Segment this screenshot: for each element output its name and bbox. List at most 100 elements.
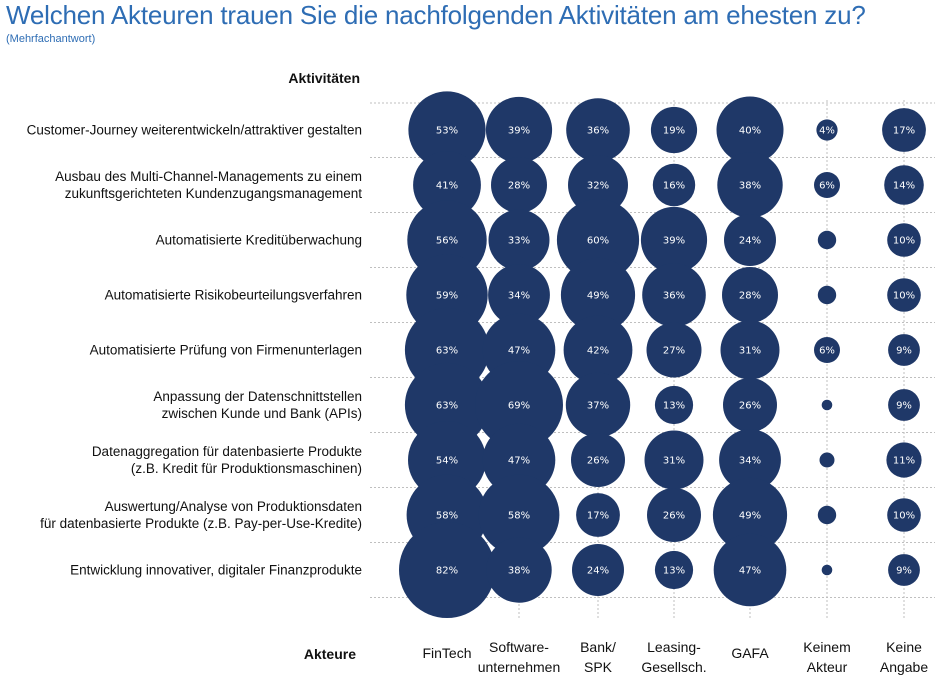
bubble-label: 34% [739,456,761,467]
bubble-label: 13% [663,566,685,577]
bubble-label: 60% [587,236,609,247]
bubble [816,119,838,141]
column-label: Keine Angabe [879,639,929,675]
bubble [719,429,781,491]
bubble [560,257,636,333]
bubble-label: 36% [587,126,609,137]
bubble [817,230,837,250]
bubble [887,498,921,532]
bubble-label: 38% [508,566,530,577]
bubble [413,151,481,219]
bubble-label: 63% [436,401,458,412]
bubble-label: 58% [436,511,458,522]
bubble-label: 54% [436,456,458,467]
bubble [486,537,552,603]
row-label: Automatisierte Risikobeurteilungsverfahr… [104,287,362,303]
bubble-label: 47% [508,456,530,467]
bubble [566,98,630,162]
bubble [642,263,706,327]
bubble [713,533,787,607]
bubble [556,198,640,282]
bubble-label: 11% [893,456,915,467]
column-label: Bank/ SPK [580,639,616,675]
bubble [882,108,926,152]
bubble [723,378,777,432]
row-label: Anpassung der Datenschnittstellen zwisch… [153,389,362,421]
bubble-label: 13% [663,401,685,412]
bubble [488,209,550,271]
bubble-label: 28% [508,181,530,192]
bubble-label: 26% [587,456,609,467]
bubble-label: 34% [508,291,530,302]
chart-subtitle: (Mehrfachantwort) [6,33,96,45]
bubble [408,91,486,169]
bubble [644,430,704,490]
bubble-label: 10% [893,291,915,302]
bubble-label: 39% [663,236,685,247]
column-label: GAFA [731,645,769,661]
column-label: Keinem Akteur [803,639,851,675]
bubble-label: 26% [663,511,685,522]
chart-title: Welchen Akteuren trauen Sie die nachfolg… [6,0,866,30]
bubble-label: 26% [739,401,761,412]
bubble-label: 41% [436,181,458,192]
bubble [814,172,840,198]
bubble [821,564,833,576]
bubble-label: 69% [508,401,530,412]
row-label: Ausbau des Multi-Channel-Managements zu … [55,169,362,201]
bubble [888,334,920,366]
bubble-label: 47% [739,566,761,577]
bubble-label: 40% [739,126,761,137]
bubble-label: 6% [819,181,835,192]
bubble-label: 4% [819,126,835,137]
bubble [576,493,620,537]
bubble [888,554,920,586]
bubble-label: 17% [893,126,915,137]
bubble [814,337,840,363]
bubble [821,399,833,411]
bubble [482,423,556,497]
row-axis-label: Aktivitäten [288,70,360,86]
bubble-label: 27% [663,346,685,357]
bubble [647,488,701,542]
bubble-label: 32% [587,181,609,192]
bubble-label: 17% [587,511,609,522]
bubble-label: 47% [508,346,530,357]
bubble-label: 37% [587,401,609,412]
bubble [884,165,924,205]
col-axis-label: Akteure [303,646,356,662]
bubble-label: 24% [739,236,761,247]
row-label: Customer-Journey weiterentwickeln/attrak… [26,122,362,138]
row-label: Automatisierte Kreditüberwachung [155,232,362,248]
bubble [399,522,495,618]
row-label: Entwicklung innovativer, digitaler Finan… [70,562,362,578]
bubble [817,285,837,305]
bubble [654,385,694,425]
column-label: Software- unternehmen [477,639,561,675]
bubble [720,320,780,380]
bubble-label: 6% [819,346,835,357]
bubble [724,214,776,266]
bubble [646,322,702,378]
bubble-label: 63% [436,346,458,357]
bubble-label: 14% [893,181,915,192]
bubble [640,206,708,274]
bubble-label: 58% [508,511,530,522]
bubble [491,157,547,213]
bubble [475,361,563,449]
bubble-label: 49% [587,291,609,302]
bubble-label: 53% [436,126,458,137]
bubble-label: 39% [508,126,530,137]
bubble [654,550,694,590]
bubble [478,474,560,556]
bubble-label: 31% [739,346,761,357]
bubble [888,389,920,421]
bubble [887,223,921,257]
bubble [650,106,698,154]
bubble [717,152,783,218]
bubble-label: 24% [587,566,609,577]
bubble-label: 42% [587,346,609,357]
bubble [404,362,490,448]
bubble-label: 28% [739,291,761,302]
bubble-label: 16% [663,181,685,192]
